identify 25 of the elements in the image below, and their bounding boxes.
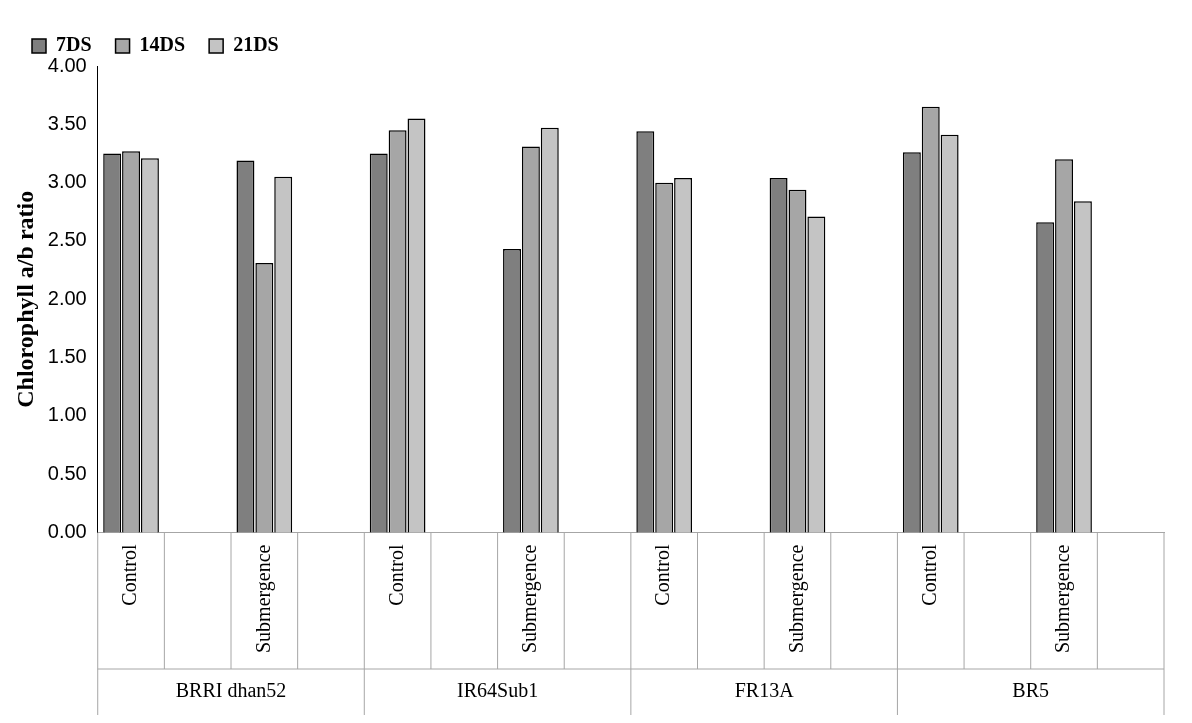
y-tick-label: 0.50 <box>47 461 87 484</box>
x-tick-label: Control <box>118 544 141 606</box>
legend-label: 14DS <box>139 33 186 56</box>
x-tick-label: Submergence <box>518 544 542 654</box>
y-tick-label: 4.00 <box>47 53 87 76</box>
x-tick-label: Submergence <box>1051 544 1075 654</box>
y-tick-label: 2.50 <box>47 228 87 251</box>
y-axis-title: Chlorophyll a/b ratio <box>11 190 38 408</box>
y-tick-label: 1.00 <box>47 403 87 426</box>
legend-label: 7DS <box>56 33 92 56</box>
y-tick-label: 3.50 <box>47 111 87 134</box>
x-tick-label: Control <box>384 544 407 606</box>
x-tick-label: Control <box>918 544 940 606</box>
y-tick-label: 0.00 <box>47 520 87 543</box>
y-tick-label: 2.00 <box>47 286 87 309</box>
x-tick-label: Submergence <box>784 544 808 654</box>
text: IR64Sub1 <box>457 679 539 702</box>
text: BRRI dhan52 <box>175 679 287 702</box>
x-tick-label: Submergence <box>251 544 275 654</box>
y-tick-label: 3.00 <box>47 170 87 193</box>
legend-label: 21DS <box>233 33 279 56</box>
x-tick-label: Control <box>651 544 674 606</box>
y-tick-label: 1.50 <box>47 345 87 368</box>
text: BR5 <box>1012 679 1050 702</box>
text: FR13A <box>734 679 795 702</box>
